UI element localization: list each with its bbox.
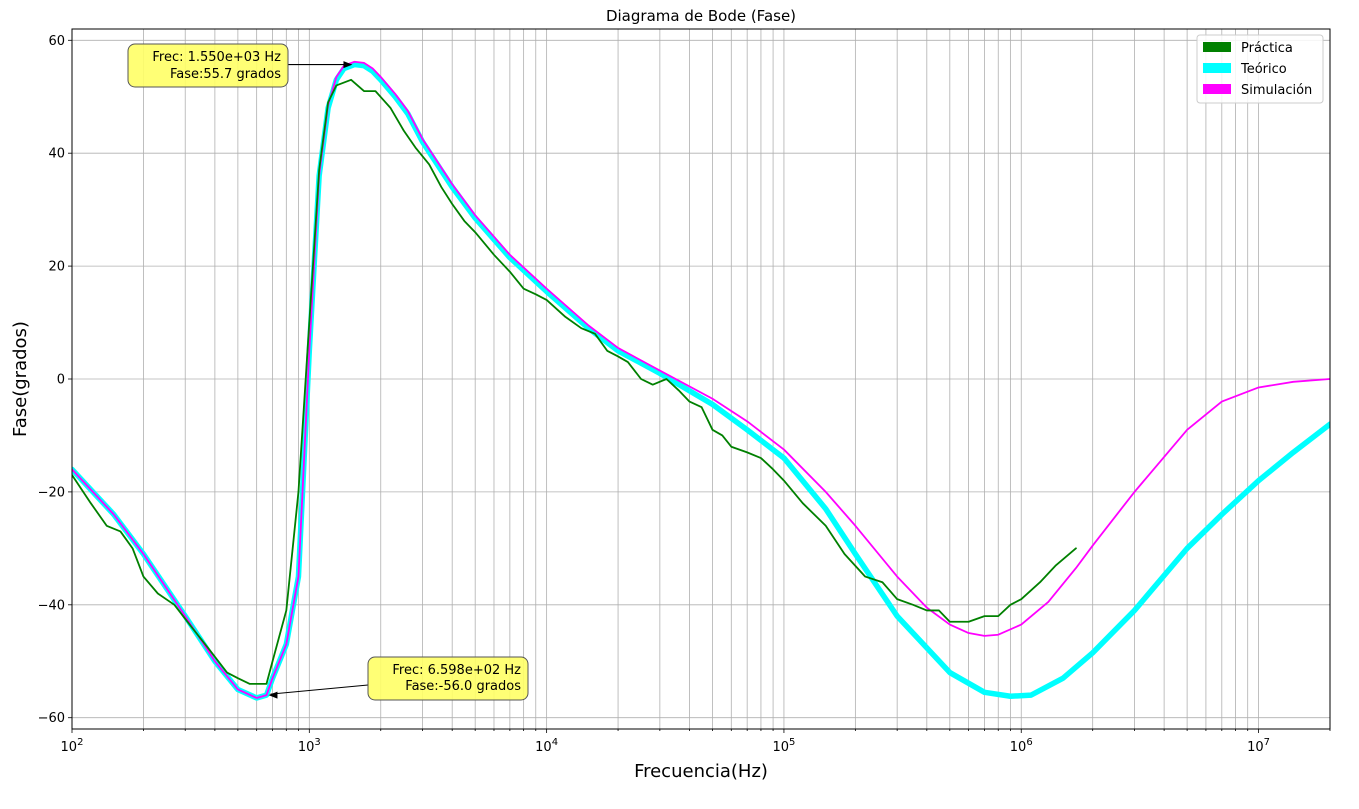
y-tick-label: 40 bbox=[48, 147, 65, 162]
series-line-simulacion bbox=[72, 60, 1330, 699]
annotation-arrow-line bbox=[270, 684, 369, 695]
legend-label: Práctica bbox=[1241, 41, 1293, 56]
annotation-line-1: Frec: 1.550e+03 Hz bbox=[152, 50, 281, 65]
annotation-box bbox=[127, 43, 289, 88]
y-tick-label: 20 bbox=[48, 260, 65, 275]
y-tick-label: 0 bbox=[57, 373, 65, 388]
annotation-arrowhead bbox=[343, 61, 353, 69]
legend-swatch bbox=[1203, 84, 1231, 94]
x-tick-label: 102 bbox=[61, 737, 84, 755]
y-axis-label: Fase(grados) bbox=[10, 321, 31, 437]
annotation-1: Frec: 1.550e+03 Hz Fase:55.7 grados bbox=[127, 43, 353, 88]
x-tick-label: 105 bbox=[772, 737, 795, 755]
annotation-arrowhead bbox=[268, 691, 278, 699]
annotation-box bbox=[367, 656, 529, 701]
x-axis-label: Frecuencia(Hz) bbox=[634, 761, 768, 782]
legend: Práctica Teórico Simulación bbox=[1196, 34, 1324, 104]
x-tick-label: 107 bbox=[1247, 737, 1270, 755]
axis-ticks: 60 40 20 0 −20 −40 −60 102 103 104 105 106 107 bbox=[38, 34, 1331, 755]
chart-title: Diagrama de Bode (Fase) bbox=[606, 7, 796, 25]
x-tick-label: 103 bbox=[298, 737, 321, 755]
annotation-line-2: Fase:55.7 grados bbox=[170, 67, 281, 82]
legend-label: Simulación bbox=[1241, 83, 1312, 98]
series-line-practica bbox=[72, 78, 1077, 685]
y-tick-label: −60 bbox=[38, 711, 65, 726]
legend-swatch bbox=[1203, 42, 1231, 52]
series-lines bbox=[72, 60, 1330, 701]
y-tick-label: 60 bbox=[48, 34, 65, 49]
x-tick-label: 104 bbox=[535, 737, 558, 755]
y-tick-label: −40 bbox=[38, 598, 65, 613]
legend-label: Teórico bbox=[1240, 62, 1287, 77]
x-tick-label: 106 bbox=[1010, 737, 1033, 755]
legend-swatch bbox=[1203, 63, 1231, 73]
annotation-line-1: Frec: 6.598e+02 Hz bbox=[392, 663, 521, 678]
annotation-line-2: Fase:-56.0 grados bbox=[405, 679, 521, 694]
y-tick-label: −20 bbox=[38, 485, 65, 500]
